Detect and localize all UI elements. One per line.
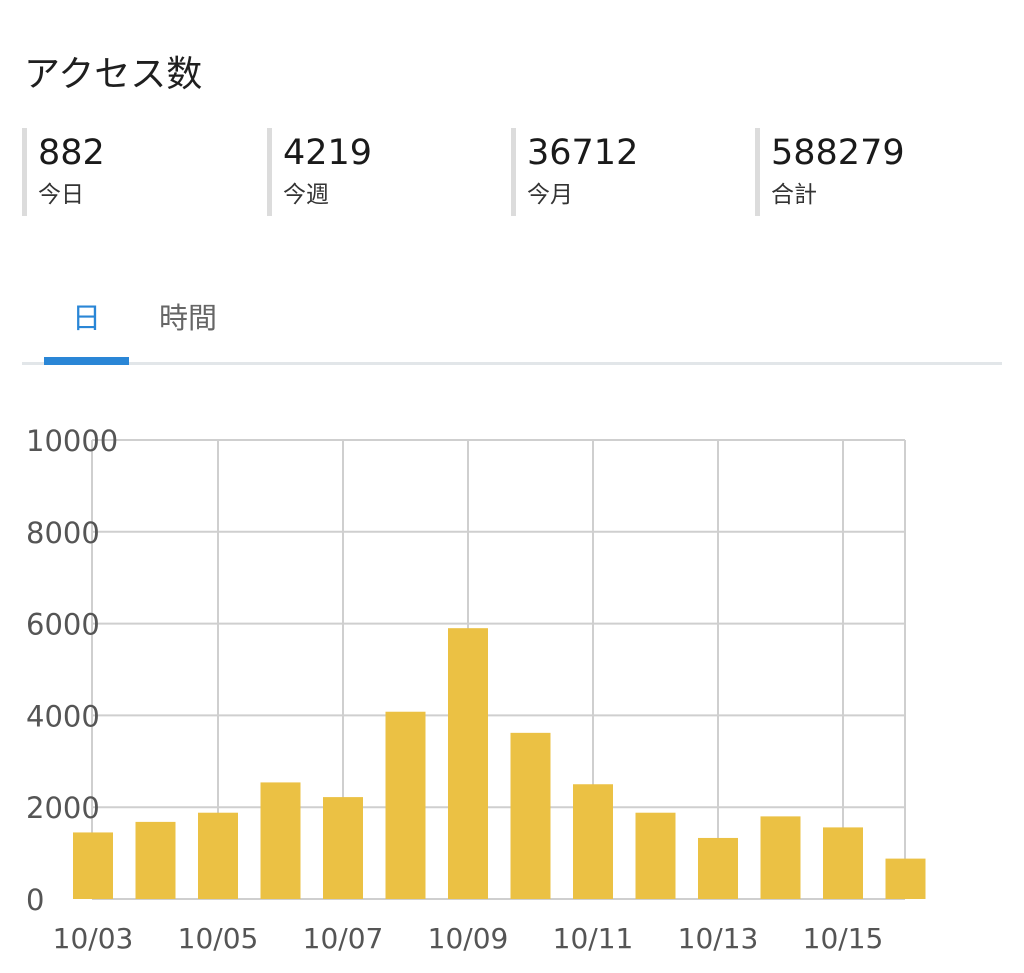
y-tick-label: 0	[26, 883, 44, 917]
bar-10-12	[635, 812, 676, 899]
bar-10-14	[760, 816, 801, 899]
x-tick-label: 10/13	[678, 922, 759, 955]
bar-10-13	[698, 837, 738, 899]
bar-10-15	[823, 827, 863, 899]
x-tick-label: 10/07	[303, 922, 384, 955]
stats-summary: 882 今日 4219 今週 36712 今月 588279 合計	[22, 128, 1002, 216]
page-title: アクセス数	[24, 54, 203, 95]
stat-month: 36712 今月	[511, 128, 741, 216]
bar-10-03	[73, 832, 113, 899]
active-tab-indicator	[44, 357, 129, 365]
stat-month-label: 今月	[527, 182, 573, 208]
stat-total: 588279 合計	[755, 128, 995, 216]
x-tick-label: 10/03	[53, 922, 134, 955]
stat-today-label: 今日	[38, 182, 84, 208]
x-tick-label: 10/09	[428, 922, 509, 955]
bar-10-16	[885, 858, 926, 899]
x-tick-label: 10/05	[178, 922, 259, 955]
stat-week-label: 今週	[283, 182, 329, 208]
y-tick-label: 2000	[26, 791, 100, 825]
bar-10-07	[323, 797, 363, 899]
bar-10-05	[198, 812, 238, 899]
tab-day[interactable]: 日	[71, 301, 101, 335]
period-tabs: 日 時間	[22, 290, 1002, 365]
stat-today: 882 今日	[22, 128, 252, 216]
stat-week: 4219 今週	[267, 128, 497, 216]
bar-10-10	[510, 732, 551, 899]
bar-10-09	[448, 628, 488, 899]
x-tick-label: 10/15	[803, 922, 884, 955]
stat-today-value: 882	[38, 133, 105, 173]
stat-total-value: 588279	[771, 133, 905, 173]
bar-10-04	[135, 821, 176, 899]
bar-10-08	[385, 711, 426, 899]
y-tick-label: 6000	[26, 608, 100, 642]
bar-10-06	[260, 782, 301, 899]
y-tick-label: 10000	[26, 424, 118, 458]
tab-hour[interactable]: 時間	[158, 301, 217, 335]
x-tick-label: 10/11	[553, 922, 634, 955]
stat-total-label: 合計	[771, 182, 817, 208]
access-bar-chart: 0 2000 4000 6000 8000 10000 10/03 10/05 10/07 10/…	[26, 424, 926, 955]
stat-week-value: 4219	[283, 133, 373, 173]
y-tick-label: 8000	[26, 516, 100, 550]
stat-month-value: 36712	[527, 133, 639, 173]
bar-10-11	[573, 784, 613, 899]
y-tick-label: 4000	[26, 699, 100, 733]
